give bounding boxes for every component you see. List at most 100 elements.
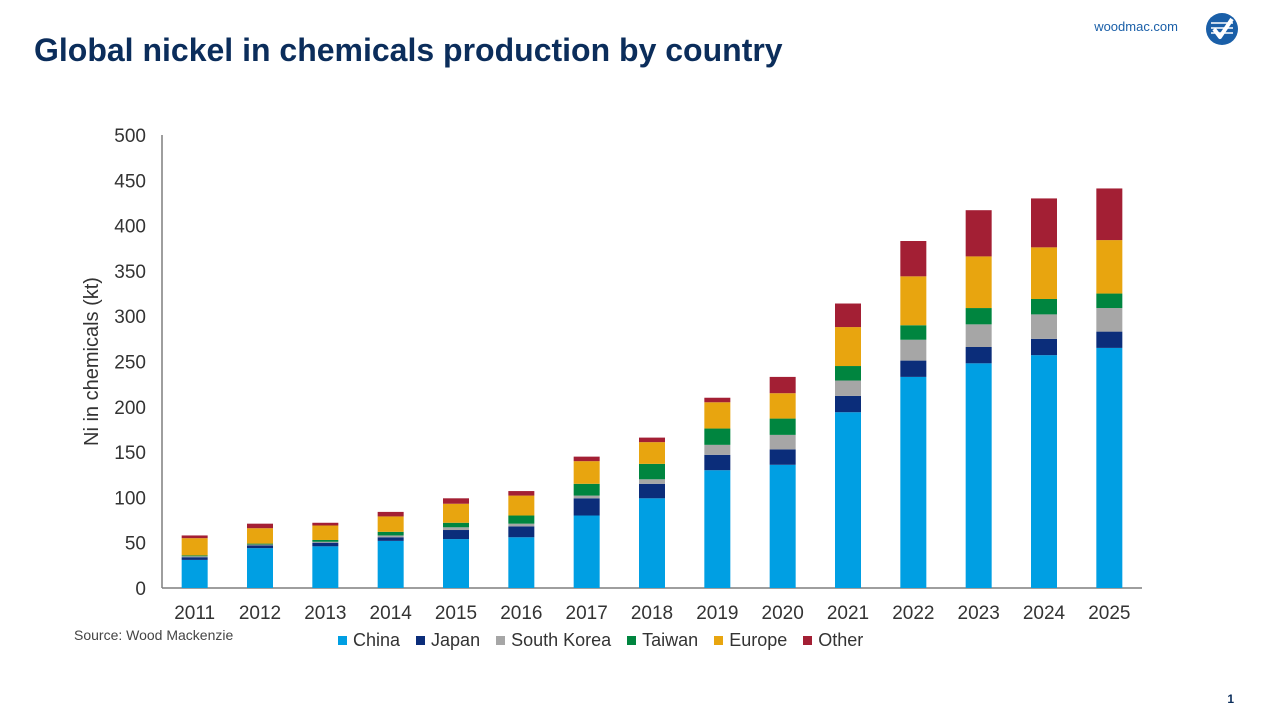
legend-item: Japan [416, 630, 480, 651]
bar-segment-taiwan [900, 325, 927, 340]
bar-segment-europe [704, 402, 731, 429]
bar-segment-china [769, 464, 796, 588]
legend-swatch [496, 636, 506, 645]
bar-segment-europe [769, 393, 796, 419]
bar-segment-japan [769, 449, 796, 465]
y-tick-label: 200 [114, 398, 146, 419]
bar-segment-europe [508, 495, 535, 516]
bar-segment-japan [965, 347, 992, 364]
x-tick-label: 2011 [174, 603, 215, 624]
x-tick-label: 2018 [631, 603, 673, 624]
legend-item: South Korea [496, 630, 611, 651]
bar-segment-europe [1096, 240, 1123, 294]
bar-segment-japan [1031, 338, 1057, 356]
bar-segment-taiwan [573, 483, 600, 496]
bar-segment-japan [247, 545, 273, 549]
bar-segment-taiwan [377, 531, 404, 536]
bar-segment-china [639, 498, 665, 588]
bar-segment-china [1031, 355, 1057, 588]
bar-segment-taiwan [443, 522, 469, 528]
bar-segment-south-korea [181, 556, 208, 558]
brand-url[interactable]: woodmac.com [1094, 19, 1178, 34]
bar-segment-japan [377, 537, 404, 541]
bar-segment-japan [639, 483, 665, 499]
y-tick-label: 450 [114, 171, 146, 192]
x-tick-label: 2021 [827, 603, 869, 624]
legend-swatch [803, 636, 813, 645]
bar-segment-china [704, 470, 731, 588]
bar-segment-taiwan [508, 515, 535, 524]
x-tick-label: 2023 [958, 603, 1000, 624]
bar-segment-taiwan [181, 555, 208, 557]
bar-segment-south-korea [835, 380, 861, 396]
source-note: Source: Wood Mackenzie [74, 627, 234, 643]
bar-segment-china [247, 548, 273, 588]
x-tick-label: 2012 [239, 603, 281, 624]
legend-item: Other [803, 630, 863, 651]
legend-swatch [338, 636, 347, 645]
bar-segment-japan [573, 498, 600, 516]
bar-segment-europe [247, 528, 273, 544]
legend-label: China [353, 630, 401, 650]
bar-segment-other [312, 522, 339, 526]
bar-segment-other [769, 376, 796, 394]
bar-segment-south-korea [312, 541, 339, 543]
legend-item: China [338, 630, 400, 651]
x-tick-label: 2025 [1088, 603, 1130, 624]
bar-segment-europe [181, 538, 208, 556]
bar-segment-china [1096, 347, 1123, 588]
y-tick-label: 350 [114, 262, 146, 283]
y-tick-label: 50 [125, 534, 146, 555]
bar-segment-europe [443, 503, 469, 523]
x-tick-label: 2020 [762, 603, 804, 624]
bar-segment-europe [1031, 247, 1057, 299]
x-tick-label: 2017 [566, 603, 608, 624]
x-tick-label: 2022 [892, 603, 934, 624]
bar-segment-taiwan [704, 428, 731, 445]
bar-segment-china [443, 539, 469, 588]
bar-segment-china [508, 537, 535, 588]
bar-segment-south-korea [377, 535, 404, 538]
bar-segment-china [312, 546, 339, 588]
bar-segment-south-korea [443, 527, 469, 531]
bar-segment-other [900, 241, 927, 277]
bar-segment-europe [573, 461, 600, 484]
bar-segment-south-korea [1031, 314, 1057, 339]
y-tick-label: 500 [114, 126, 146, 147]
bar-segment-taiwan [769, 418, 796, 435]
bar-segment-europe [639, 442, 665, 464]
bar-segment-japan [508, 526, 535, 538]
x-tick-label: 2015 [435, 603, 477, 624]
bar-segment-south-korea [1096, 308, 1123, 332]
bar-segment-south-korea [704, 444, 731, 455]
bar-segment-south-korea [639, 479, 665, 484]
bar-segment-japan [181, 557, 208, 560]
bar-segment-other [835, 303, 861, 328]
bar-segment-japan [1096, 331, 1123, 348]
legend-swatch [416, 636, 426, 645]
x-tick-label: 2019 [696, 603, 738, 624]
x-tick-label: 2013 [304, 603, 346, 624]
bar-segment-south-korea [769, 434, 796, 450]
bar-segment-taiwan [965, 308, 992, 325]
bar-segment-china [965, 363, 992, 588]
bar-segment-europe [835, 327, 861, 367]
y-tick-label: 150 [114, 443, 146, 464]
bar-segment-china [835, 412, 861, 588]
bar-segment-taiwan [312, 539, 339, 542]
bar-segment-japan [312, 542, 339, 547]
bar-segment-other [704, 397, 731, 403]
bar-segment-china [181, 559, 208, 588]
bar-segment-china [900, 376, 927, 588]
bar-segment-china [573, 515, 600, 588]
bar-segment-taiwan [639, 463, 665, 480]
bar-segment-south-korea [573, 495, 600, 499]
bar-segment-south-korea [965, 324, 992, 348]
y-tick-label: 100 [114, 488, 146, 509]
bar-segment-south-korea [508, 523, 535, 527]
bar-segment-europe [377, 516, 404, 532]
y-tick-label: 400 [114, 217, 146, 238]
x-tick-label: 2016 [500, 603, 542, 624]
x-tick-label: 2014 [370, 603, 413, 624]
